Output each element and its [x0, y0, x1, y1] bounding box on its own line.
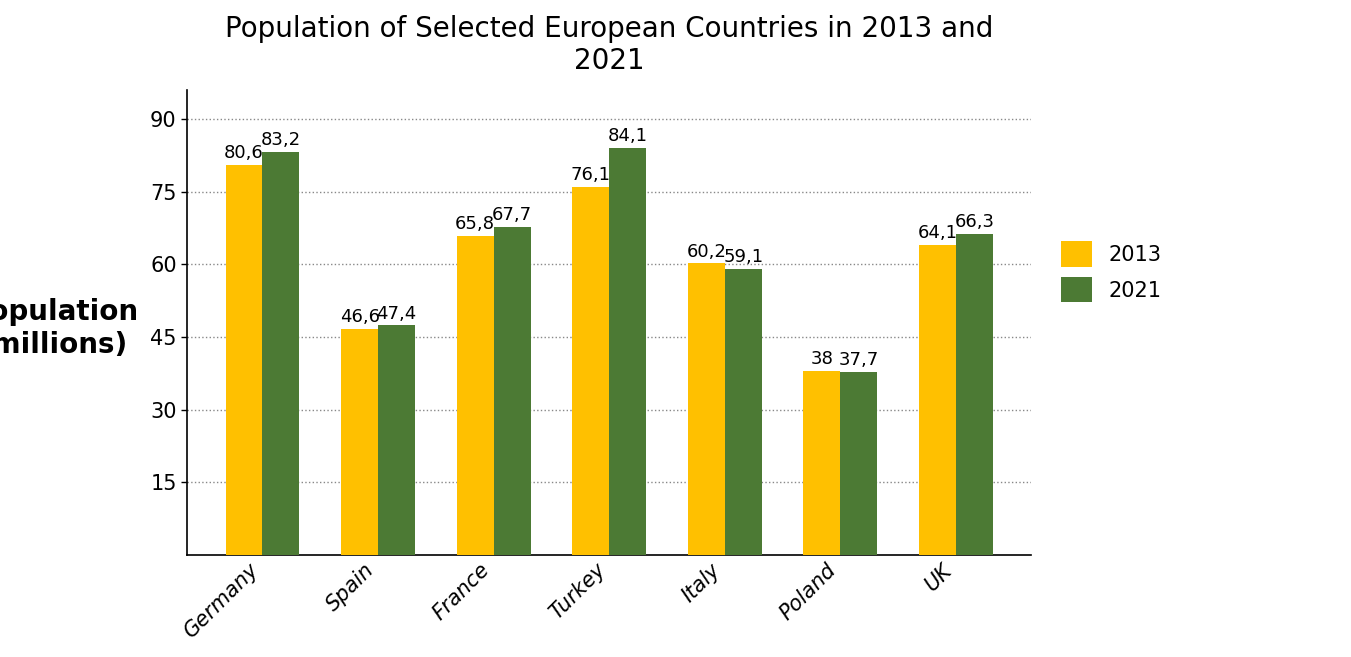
Bar — [493, 227, 531, 555]
Text: 83,2: 83,2 — [261, 131, 301, 149]
Bar — [262, 152, 300, 555]
Bar — [226, 165, 262, 555]
Text: 47,4: 47,4 — [377, 305, 416, 323]
Bar — [340, 329, 378, 555]
Text: 76,1: 76,1 — [570, 166, 611, 184]
Bar — [840, 373, 877, 555]
Bar — [609, 148, 646, 555]
Text: 37,7: 37,7 — [839, 351, 880, 369]
Text: 66,3: 66,3 — [954, 213, 994, 231]
Bar — [724, 269, 762, 555]
Bar — [688, 263, 724, 555]
Text: 84,1: 84,1 — [608, 127, 647, 145]
Bar — [919, 244, 957, 555]
Text: 46,6: 46,6 — [339, 308, 380, 327]
Bar — [804, 371, 840, 555]
Text: 67,7: 67,7 — [492, 206, 532, 224]
Text: 38: 38 — [811, 350, 834, 368]
Bar — [378, 325, 415, 555]
Legend: 2013, 2021: 2013, 2021 — [1050, 231, 1171, 313]
Text: 59,1: 59,1 — [723, 248, 763, 266]
Text: Population
(millions): Population (millions) — [0, 298, 139, 359]
Text: 64,1: 64,1 — [917, 224, 958, 242]
Bar — [457, 237, 493, 555]
Bar — [957, 234, 993, 555]
Title: Population of Selected European Countries in 2013 and
2021: Population of Selected European Countrie… — [226, 15, 993, 76]
Text: 60,2: 60,2 — [686, 242, 727, 261]
Bar — [573, 187, 609, 555]
Text: 65,8: 65,8 — [455, 215, 494, 233]
Text: 80,6: 80,6 — [224, 144, 263, 162]
